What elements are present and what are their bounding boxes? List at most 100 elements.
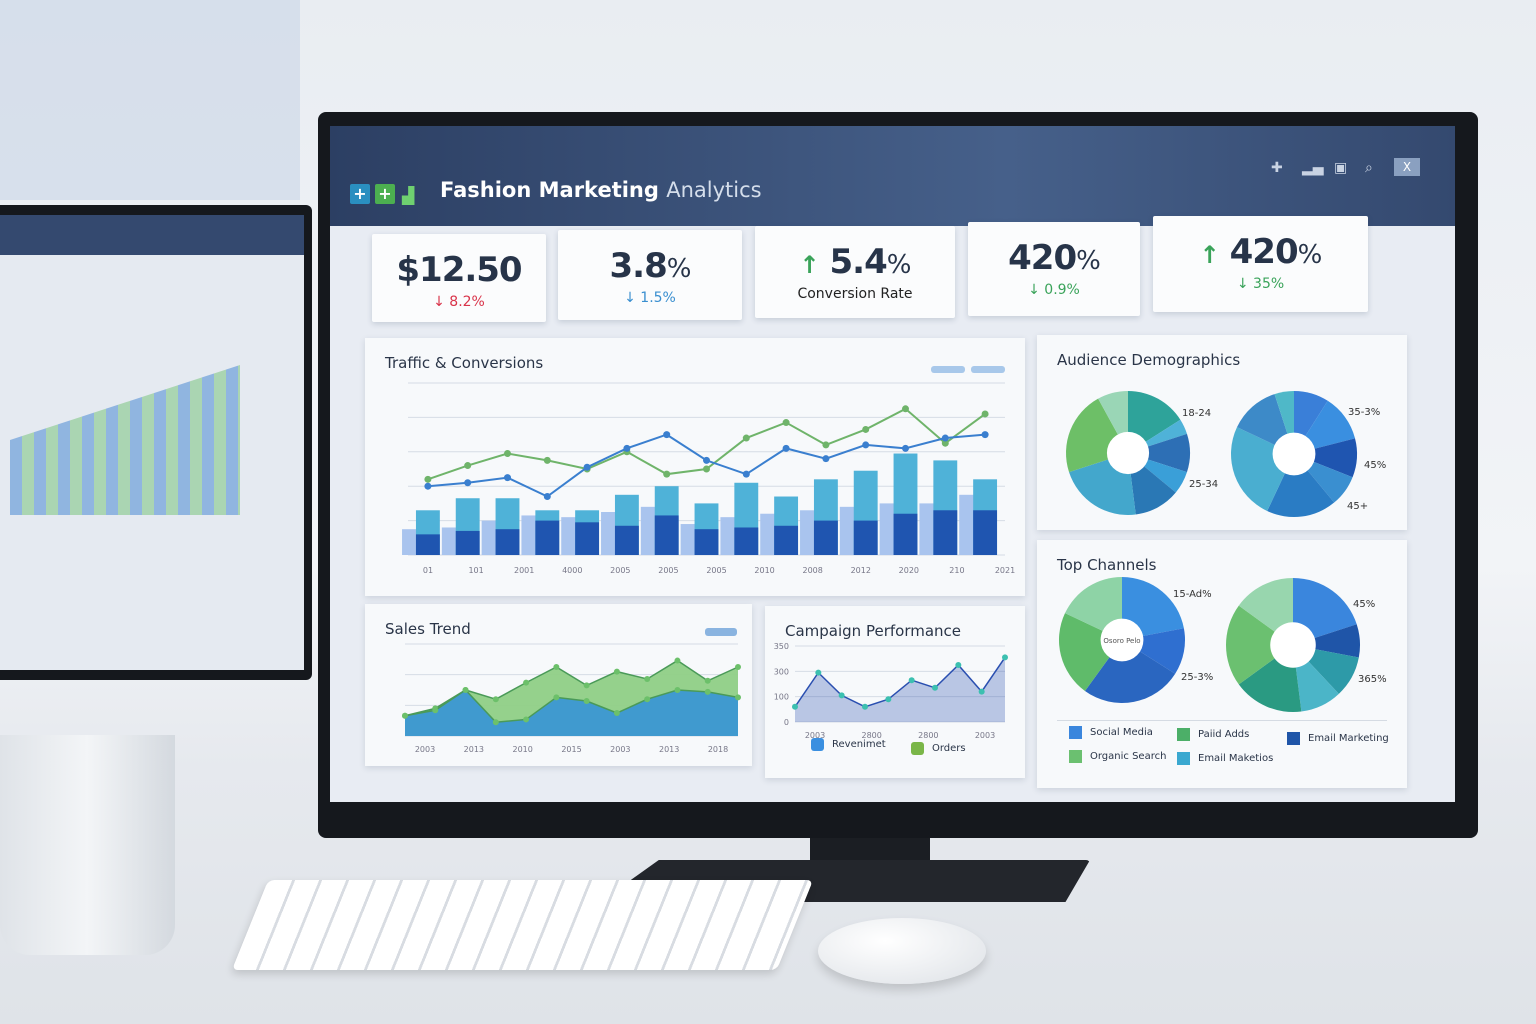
demographics-chart: 18-24 25-34 35-3% 45% 45+ — [1066, 391, 1386, 517]
data-point — [782, 419, 790, 427]
legend-swatch — [911, 742, 924, 755]
demographics-slice — [1267, 454, 1335, 517]
data-point — [902, 405, 909, 413]
x-tick-label: 2021 — [995, 566, 1015, 575]
sales-trend-chart: 2003 2013 2010 2015 2003 2013 2018 — [402, 643, 741, 754]
bar-conversions — [774, 525, 799, 555]
kpi-unit: % — [886, 250, 912, 280]
kpi-unit: % — [666, 254, 692, 284]
series-line — [794, 656, 1006, 708]
data-point — [742, 434, 750, 442]
legend-item[interactable]: Revenimet — [811, 738, 886, 751]
bar-conversions — [813, 520, 838, 555]
data-point — [735, 694, 741, 701]
data-point — [815, 669, 822, 676]
kpi-card: 420% ↓ 0.9% — [968, 222, 1140, 316]
sales-trend-panel: Sales Trend 2003 2013 2010 2015 2003 2013 2018 — [365, 604, 752, 766]
x-tick-label: 2020 — [899, 566, 919, 575]
data-point — [978, 688, 985, 695]
legend-swatch — [1287, 732, 1300, 745]
data-point — [623, 444, 631, 452]
keyboard[interactable] — [231, 880, 814, 970]
background-window — [0, 0, 300, 200]
bar-conversions — [535, 520, 560, 555]
close-button[interactable]: X — [1394, 158, 1420, 176]
legend-label: Email Marketing — [1308, 733, 1389, 744]
logo-chart-icon: ▟ — [402, 186, 415, 205]
legend-toggle[interactable] — [971, 366, 1005, 373]
data-point — [523, 679, 530, 686]
data-point — [674, 657, 681, 664]
pie-label: 45% — [1353, 599, 1375, 610]
arrow-down-icon: ↓ — [1028, 282, 1040, 298]
donut-hole — [1272, 432, 1316, 476]
legend-item[interactable]: Email Maketios — [1177, 752, 1273, 765]
data-point — [822, 441, 830, 449]
bar-conversions — [694, 529, 719, 555]
bar-conversions — [893, 513, 918, 555]
kpi-change: 1.5% — [640, 290, 676, 306]
data-point — [838, 692, 845, 699]
kpi-number: 420 — [1008, 238, 1077, 278]
data-point — [742, 470, 750, 478]
mouse[interactable] — [818, 918, 986, 984]
pie-label: 15-Ad% — [1173, 589, 1212, 600]
legend-item[interactable]: Organic Search — [1069, 750, 1166, 763]
data-point — [862, 441, 870, 449]
kpi-number: 3.8 — [609, 246, 668, 286]
data-point — [703, 456, 710, 464]
divider — [1057, 720, 1387, 721]
data-point — [704, 688, 711, 695]
data-point — [908, 677, 915, 684]
data-point — [464, 462, 472, 470]
data-point — [704, 677, 711, 684]
x-tick-label: 4000 — [562, 566, 582, 575]
data-point — [543, 493, 551, 501]
legend-toggle[interactable] — [931, 366, 965, 373]
mug — [0, 735, 175, 955]
data-point — [862, 703, 868, 710]
legend-item[interactable]: Paiid Adds — [1177, 728, 1249, 741]
data-point — [583, 463, 591, 471]
bar-conversions — [575, 522, 600, 555]
signal-icon[interactable]: ▂▄ — [1302, 160, 1324, 176]
legend-item[interactable]: Orders — [911, 742, 966, 755]
data-point — [424, 482, 432, 490]
data-point — [462, 687, 469, 693]
title-light: Analytics — [666, 178, 762, 202]
data-point — [822, 455, 830, 463]
data-point — [504, 474, 511, 482]
dashboard-screen: + + ▟ Fashion Marketing Analytics ✚ ▂▄ ▣… — [330, 126, 1455, 802]
donut-hole — [1270, 622, 1316, 668]
data-point — [674, 687, 681, 693]
bar-conversions — [415, 534, 440, 555]
data-point — [663, 470, 671, 478]
kpi-card: ↑ 5.4% Conversion Rate — [755, 226, 955, 318]
legend-item[interactable]: Email Marketing — [1287, 732, 1389, 745]
legend-swatch — [1177, 752, 1190, 765]
x-tick-label: 2003 — [805, 731, 825, 740]
top-channels-panel: Top Channels Osoro Pelo 15-Ad% 25-3% 45% 365… — [1037, 540, 1407, 788]
panel-title: Campaign Performance — [785, 622, 962, 640]
data-point — [504, 450, 511, 458]
legend-toggle[interactable] — [705, 628, 737, 636]
data-point — [583, 698, 590, 705]
plus-icon[interactable]: ✚ — [1271, 160, 1283, 176]
search-icon[interactable]: ⌕ — [1365, 160, 1373, 176]
x-tick-label: 2005 — [610, 566, 630, 575]
bar-conversions — [654, 515, 679, 555]
x-tick-label: 2010 — [754, 566, 774, 575]
pie-label: 365% — [1358, 674, 1387, 685]
kpi-change: 8.2% — [449, 294, 485, 310]
legend-item[interactable]: Social Media — [1069, 726, 1153, 739]
secondary-monitor — [0, 205, 312, 680]
data-point — [862, 425, 870, 433]
kpi-number: 5.4 — [829, 242, 888, 282]
bar-conversions — [734, 527, 759, 555]
y-tick-label: 0 — [784, 718, 789, 727]
data-point — [644, 675, 651, 682]
window-icon[interactable]: ▣ — [1334, 160, 1348, 176]
title-bold: Fashion Marketing — [440, 178, 659, 202]
data-point — [613, 668, 620, 675]
pie-label: 18-24 — [1182, 408, 1211, 419]
